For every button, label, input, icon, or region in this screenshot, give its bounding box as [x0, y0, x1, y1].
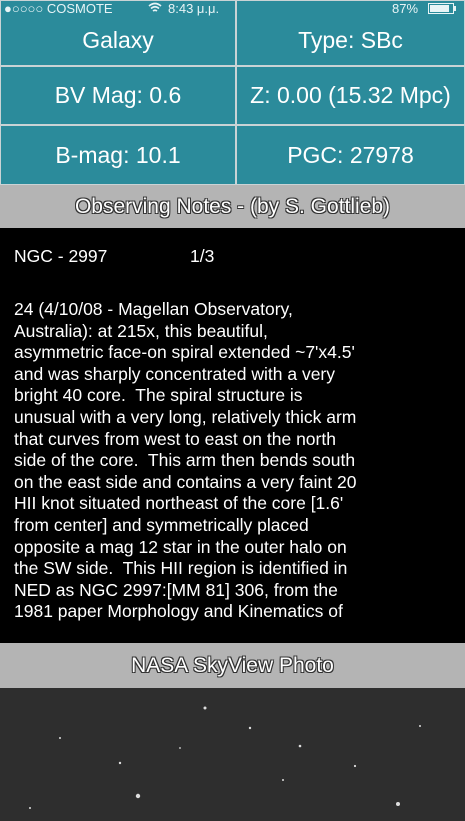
battery-icon — [428, 3, 458, 14]
info-cell: PGC: 27978 — [236, 125, 465, 185]
note-line: bright 40 core. The spiral structure is — [14, 385, 303, 406]
notes-header: NGC - 2997 — [14, 246, 107, 267]
note-line: that curves from west to east on the nor… — [14, 429, 336, 450]
photo-title: NASA SkyView Photo — [0, 643, 465, 688]
note-line: NED as NGC 2997:[MM 81] 306, from the — [14, 580, 338, 601]
app-screen: GalaxyType: SBcBV Mag: 0.6Z: 0.00 (15.32… — [0, 0, 465, 821]
note-line: asymmetric face-on spiral extended ~7'x4… — [14, 342, 355, 363]
sky-photo — [0, 688, 465, 821]
note-line: HII knot situated northeast of the core … — [14, 493, 343, 514]
info-cell: B-mag: 10.1 — [0, 125, 236, 185]
note-line: side of the core. This arm then bends so… — [14, 450, 355, 471]
battery-level: 87% — [392, 1, 418, 16]
wifi-icon — [148, 2, 162, 13]
notes-body: NGC - 2997 1/3 24 (4/10/08 - Magellan Ob… — [0, 228, 465, 643]
note-line: from center] and symmetrically placed — [14, 515, 309, 536]
note-line: the SW side. This HII region is identifi… — [14, 558, 347, 579]
notes-page: 1/3 — [190, 246, 214, 267]
info-cell: Z: 0.00 (15.32 Mpc) — [236, 66, 465, 125]
note-line: unusual with a very long, relatively thi… — [14, 407, 356, 428]
info-cell: BV Mag: 0.6 — [0, 66, 236, 125]
note-line: and was sharply concentrated with a very — [14, 364, 335, 385]
notes-title: Observing Notes - (by S. Gottlieb) — [0, 185, 465, 228]
clock: 8:43 μ.μ. — [168, 1, 219, 16]
note-line: on the east side and contains a very fai… — [14, 472, 356, 493]
note-line: 24 (4/10/08 - Magellan Observatory, — [14, 299, 293, 320]
carrier: ●○○○○ COSMOTE — [4, 1, 113, 16]
note-line: 1981 paper Morphology and Kinematics of — [14, 601, 343, 622]
note-line: opposite a mag 12 star in the outer halo… — [14, 537, 347, 558]
note-line: Australia): at 215x, this beautiful, — [14, 321, 268, 342]
